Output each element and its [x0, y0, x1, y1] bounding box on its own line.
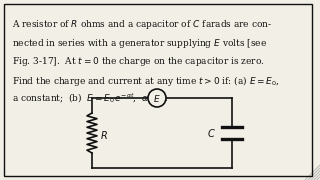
Text: A resistor of $R$ ohms and a capacitor of $C$ farads are con-: A resistor of $R$ ohms and a capacitor o…: [12, 18, 272, 31]
Text: $C$: $C$: [207, 127, 216, 139]
Text: $E$: $E$: [153, 93, 161, 105]
Text: Find the charge and current at any time $t>0$ if: (a) $E=E_0$,: Find the charge and current at any time …: [12, 73, 280, 87]
Text: nected in series with a generator supplying $E$ volts [see: nected in series with a generator supply…: [12, 37, 267, 50]
Circle shape: [148, 89, 166, 107]
Text: Fig. 3-17].  At $t=0$ the charge on the capacitor is zero.: Fig. 3-17]. At $t=0$ the charge on the c…: [12, 55, 265, 68]
Text: $R$: $R$: [100, 129, 108, 141]
Text: a constant;  (b)  $E=E_0\,e^{-\alpha t}$,  $\alpha>0$.: a constant; (b) $E=E_0\,e^{-\alpha t}$, …: [12, 92, 168, 105]
